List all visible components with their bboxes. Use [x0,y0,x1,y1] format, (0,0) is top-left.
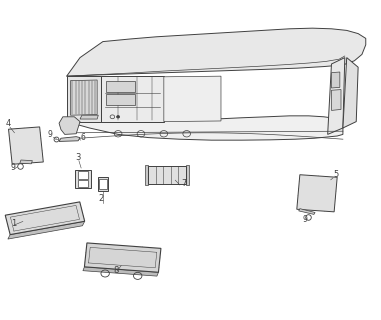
Polygon shape [148,166,186,184]
Polygon shape [328,58,345,134]
Polygon shape [98,177,108,191]
Polygon shape [70,80,97,115]
Polygon shape [101,76,164,122]
Polygon shape [83,267,158,276]
Polygon shape [67,28,366,76]
Polygon shape [75,170,91,188]
Polygon shape [80,115,98,119]
Text: 7: 7 [182,179,187,188]
Polygon shape [343,58,358,128]
Text: 4: 4 [6,119,11,128]
Polygon shape [59,137,80,141]
Polygon shape [297,175,337,212]
Text: 5: 5 [334,170,339,179]
Polygon shape [5,202,85,235]
Polygon shape [8,221,85,239]
Polygon shape [164,76,221,122]
Text: 9: 9 [47,130,52,139]
Polygon shape [8,127,43,164]
Text: 8: 8 [114,266,119,275]
Polygon shape [59,117,80,134]
Text: 2: 2 [98,194,104,203]
Text: 9: 9 [11,163,16,172]
Polygon shape [78,180,88,187]
Polygon shape [78,171,88,179]
Text: 6: 6 [81,133,85,142]
Polygon shape [99,179,107,189]
Polygon shape [67,116,343,140]
Polygon shape [331,72,340,88]
Text: 1: 1 [11,219,16,228]
Text: 9: 9 [303,215,307,224]
Text: 3: 3 [75,153,80,162]
Polygon shape [106,81,135,92]
Bar [186,165,189,185]
Polygon shape [299,209,315,214]
Polygon shape [67,76,101,122]
Polygon shape [85,243,161,272]
Polygon shape [106,94,135,105]
Bar [145,165,148,185]
Polygon shape [20,160,32,164]
Circle shape [117,116,120,118]
Polygon shape [331,90,341,110]
